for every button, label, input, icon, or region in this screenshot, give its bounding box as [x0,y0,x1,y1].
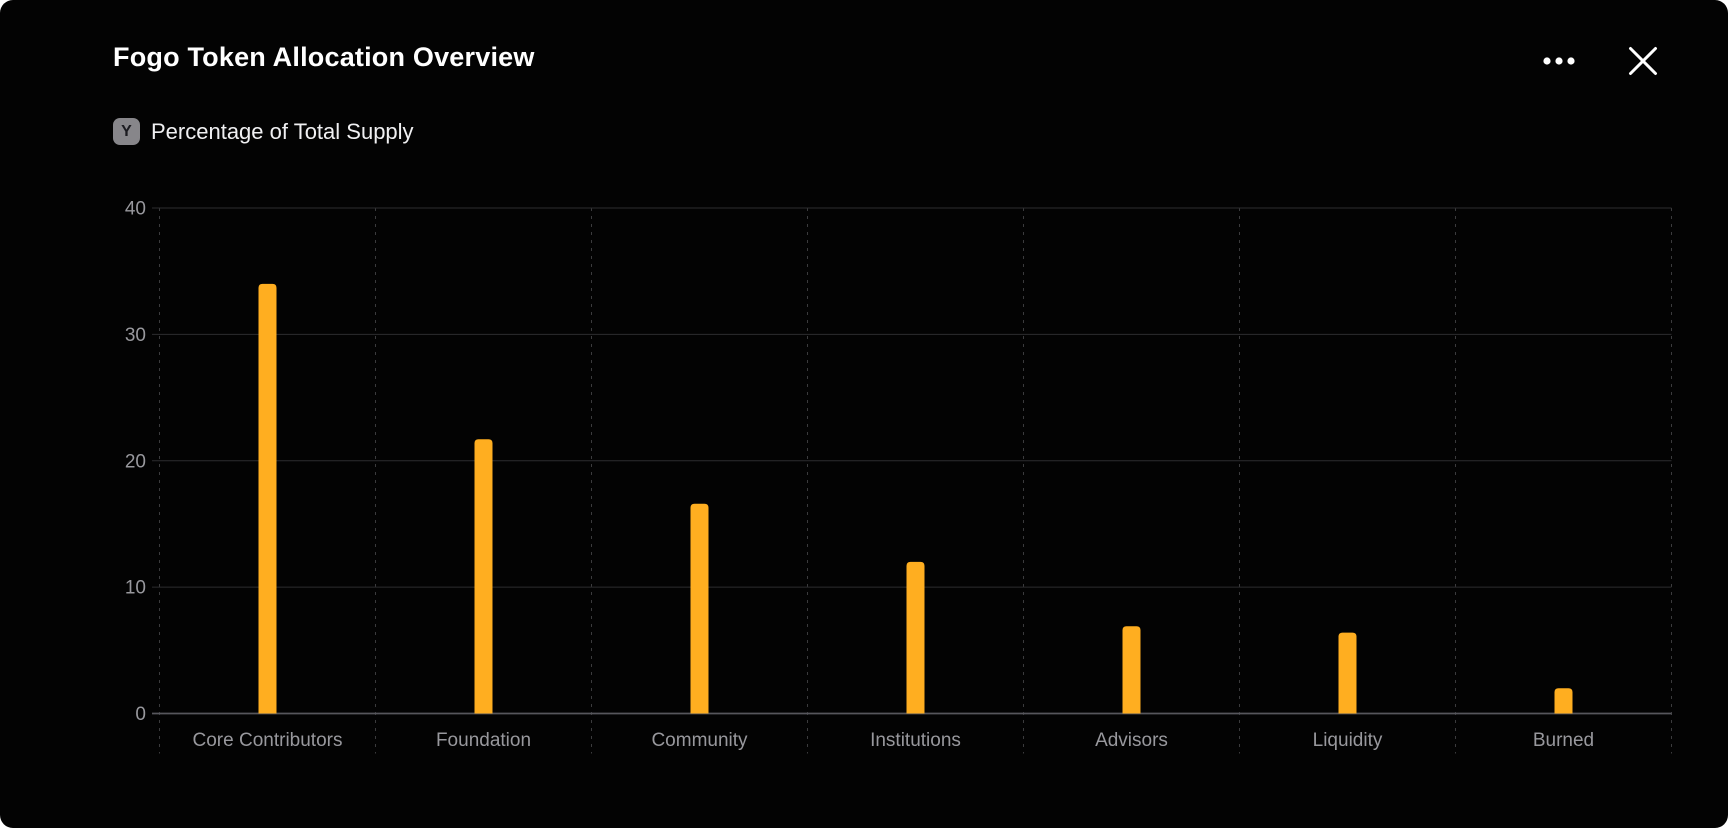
y-axis-legend-label: Percentage of Total Supply [151,118,414,144]
x-tick-label-advisors: Advisors [1095,730,1168,751]
bar-institutions[interactable] [906,561,925,714]
y-tick-label: 0 [135,704,146,725]
bar-foundation[interactable] [474,439,493,714]
more-options-button[interactable] [1538,39,1582,83]
y-axis-badge: Y [113,118,140,145]
ellipsis-icon [1540,55,1580,67]
bar-community[interactable] [690,503,709,714]
axis-legend: Y Percentage of Total Supply [113,118,414,145]
y-tick-label: 40 [125,199,146,220]
x-tick-label-community: Community [651,730,748,751]
x-tick-label-liquidity: Liquidity [1313,730,1383,751]
bar-advisors[interactable] [1122,626,1141,714]
bar-liquidity[interactable] [1338,632,1357,714]
close-button[interactable] [1621,39,1665,83]
page-title: Fogo Token Allocation Overview [113,42,535,72]
y-tick-label: 30 [125,325,146,346]
x-tick-label-foundation: Foundation [436,730,531,751]
close-icon [1628,46,1658,76]
y-tick-label: 10 [125,578,146,599]
x-tick-label-burned: Burned [1533,730,1594,751]
bar-burned[interactable] [1554,688,1573,714]
bar-core-contributors[interactable] [258,283,277,714]
x-tick-label-core-contributors: Core Contributors [193,730,343,751]
x-tick-label-institutions: Institutions [870,730,961,751]
y-tick-label: 20 [125,451,146,472]
